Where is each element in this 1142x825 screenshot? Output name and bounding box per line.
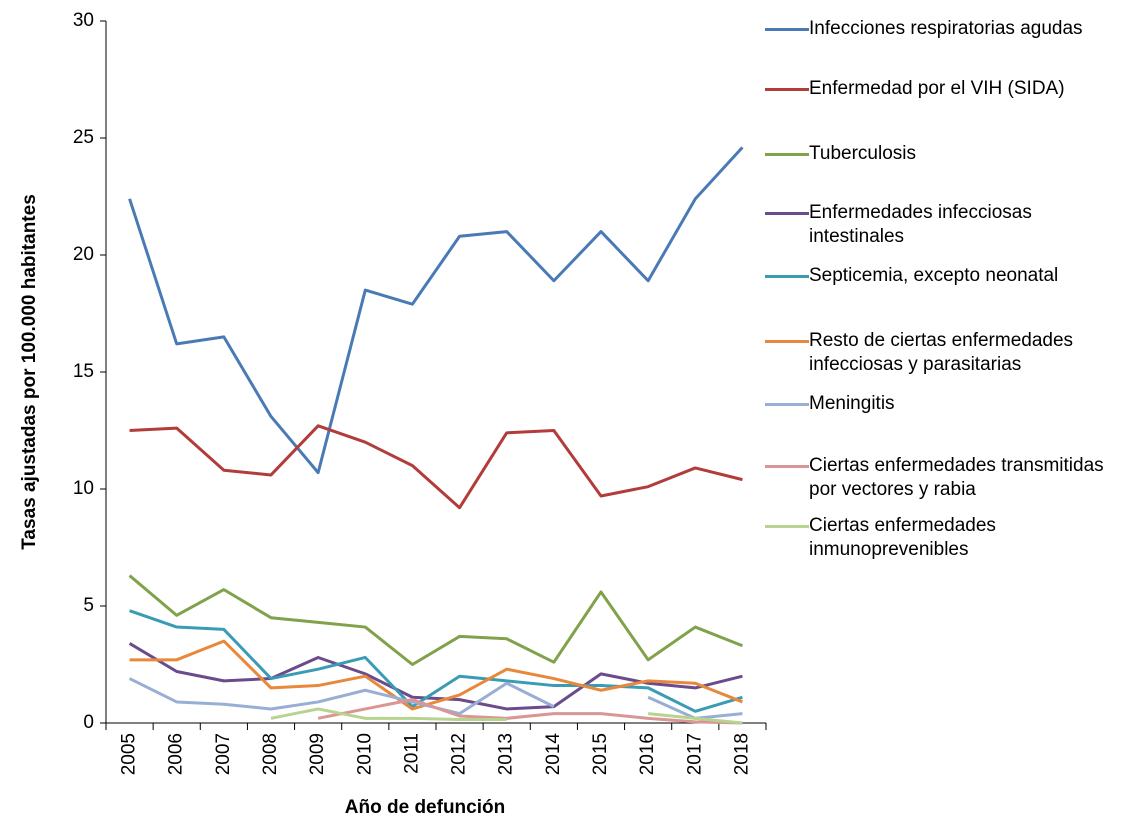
x-tick-label: 2011 [401, 733, 422, 774]
y-tick-label: 0 [83, 712, 94, 733]
legend-item: Infecciones respiratorias agudas [765, 17, 1142, 41]
legend-item: Tuberculosis [765, 142, 1142, 166]
x-tick-label: 2016 [637, 733, 658, 775]
y-tick-label: 5 [83, 595, 94, 616]
x-tick-label: 2014 [543, 733, 564, 776]
legend-swatch [765, 212, 809, 215]
legend-label: Tuberculosis [809, 143, 917, 164]
x-tick-label: 2006 [166, 733, 187, 775]
legend-swatch [765, 275, 809, 278]
x-tick-label: 2009 [307, 733, 328, 775]
legend-item: Resto de ciertas enfermedades infecciosa… [765, 329, 1142, 377]
series-line [128, 574, 743, 666]
series-line [129, 639, 743, 711]
x-tick-label: 2018 [731, 733, 752, 775]
series-line [270, 707, 743, 725]
y-tick-label: 20 [73, 244, 94, 265]
legend-swatch [765, 525, 809, 528]
x-axis-title: Año de defunción [345, 797, 505, 818]
x-tick-label: 2015 [590, 733, 611, 775]
y-axis-title: Tasas ajustadas por 100.000 habitantes [19, 194, 40, 550]
x-tick-label: 2005 [119, 733, 140, 775]
legend-item: Septicemia, excepto neonatal [765, 264, 1142, 288]
legend-item: Meningitis [765, 392, 1142, 416]
legend-label: Ciertas enfermedades inmunoprevenibles [809, 515, 996, 560]
legend-swatch [765, 465, 809, 468]
legend-label: Septicemia, excepto neonatal [809, 265, 1059, 286]
x-tick-label: 2017 [684, 733, 705, 775]
x-tick-label: 2010 [354, 733, 375, 775]
series-line [128, 146, 744, 475]
y-tick-label: 15 [73, 361, 94, 382]
series-line [129, 424, 743, 510]
y-tick-label: 30 [73, 10, 94, 31]
x-tick-label: 2012 [449, 733, 470, 775]
legend-item: Enfermedad por el VIH (SIDA) [765, 77, 1142, 101]
legend-label: Enfermedades infecciosas intestinales [809, 202, 1032, 247]
legend-swatch [765, 88, 809, 91]
legend-swatch [765, 28, 809, 31]
legend-label: Resto de ciertas enfermedades infecciosa… [809, 330, 1074, 375]
x-tick-label: 2013 [496, 733, 517, 775]
x-tick-label: 2008 [260, 733, 281, 775]
legend-label: Infecciones respiratorias agudas [809, 18, 1083, 39]
legend-swatch [765, 403, 809, 406]
legend-swatch [765, 153, 809, 156]
x-tick-label: 2007 [213, 733, 234, 775]
y-tick-label: 10 [73, 478, 94, 499]
legend-swatch [765, 340, 809, 343]
legend-item: Ciertas enfermedades inmunoprevenibles [765, 514, 1142, 562]
legend-label: Ciertas enfermedades transmitidas por ve… [809, 455, 1104, 500]
series-line [317, 698, 743, 725]
legend-item: Ciertas enfermedades transmitidas por ve… [765, 454, 1142, 502]
series-line [129, 609, 743, 713]
y-tick-label: 25 [73, 127, 94, 148]
legend-item: Enfermedades infecciosas intestinales [765, 201, 1142, 249]
legend-label: Meningitis [809, 393, 895, 414]
legend-label: Enfermedad por el VIH (SIDA) [809, 78, 1065, 99]
